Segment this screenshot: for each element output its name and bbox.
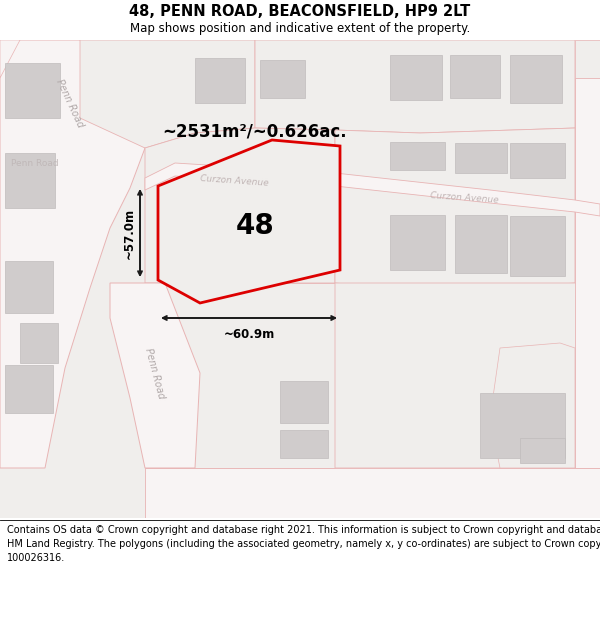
Polygon shape	[145, 128, 335, 283]
Polygon shape	[145, 163, 600, 216]
Polygon shape	[510, 216, 565, 276]
Polygon shape	[390, 215, 445, 270]
Polygon shape	[158, 140, 340, 303]
Text: Curzon Avenue: Curzon Avenue	[430, 191, 499, 205]
Polygon shape	[280, 430, 328, 458]
Polygon shape	[145, 283, 335, 468]
Polygon shape	[5, 365, 53, 413]
Text: ~57.0m: ~57.0m	[123, 208, 136, 259]
Polygon shape	[520, 438, 565, 463]
Polygon shape	[480, 393, 565, 458]
Polygon shape	[0, 40, 600, 518]
Text: 48: 48	[236, 212, 274, 240]
Text: Map shows position and indicative extent of the property.: Map shows position and indicative extent…	[130, 22, 470, 35]
Polygon shape	[80, 40, 255, 148]
Polygon shape	[5, 63, 60, 118]
Text: Penn Road: Penn Road	[11, 159, 59, 168]
Polygon shape	[0, 40, 20, 78]
Polygon shape	[450, 55, 500, 98]
Text: ~60.9m: ~60.9m	[223, 328, 275, 341]
Polygon shape	[455, 143, 507, 173]
Polygon shape	[335, 283, 600, 468]
Text: Penn Road: Penn Road	[55, 78, 86, 129]
Polygon shape	[490, 343, 575, 468]
Polygon shape	[5, 261, 53, 313]
Polygon shape	[280, 381, 328, 423]
Polygon shape	[510, 143, 565, 178]
Polygon shape	[20, 323, 58, 363]
Polygon shape	[255, 40, 575, 133]
Polygon shape	[575, 78, 600, 468]
Text: Penn Road: Penn Road	[143, 346, 167, 399]
Polygon shape	[220, 173, 248, 248]
Polygon shape	[335, 128, 575, 290]
Polygon shape	[455, 215, 507, 273]
Polygon shape	[195, 58, 245, 103]
Polygon shape	[110, 283, 200, 468]
Text: ~2531m²/~0.626ac.: ~2531m²/~0.626ac.	[162, 122, 347, 140]
Polygon shape	[5, 153, 55, 208]
Text: Curzon Avenue: Curzon Avenue	[200, 174, 269, 188]
Polygon shape	[260, 60, 305, 98]
Polygon shape	[575, 128, 600, 283]
Text: Contains OS data © Crown copyright and database right 2021. This information is : Contains OS data © Crown copyright and d…	[7, 526, 600, 564]
Text: 48, PENN ROAD, BEACONSFIELD, HP9 2LT: 48, PENN ROAD, BEACONSFIELD, HP9 2LT	[130, 4, 470, 19]
Polygon shape	[390, 55, 442, 100]
Polygon shape	[390, 142, 445, 170]
Polygon shape	[0, 40, 145, 468]
Polygon shape	[575, 40, 600, 128]
Polygon shape	[295, 152, 327, 180]
Polygon shape	[145, 468, 600, 518]
Polygon shape	[510, 55, 562, 103]
